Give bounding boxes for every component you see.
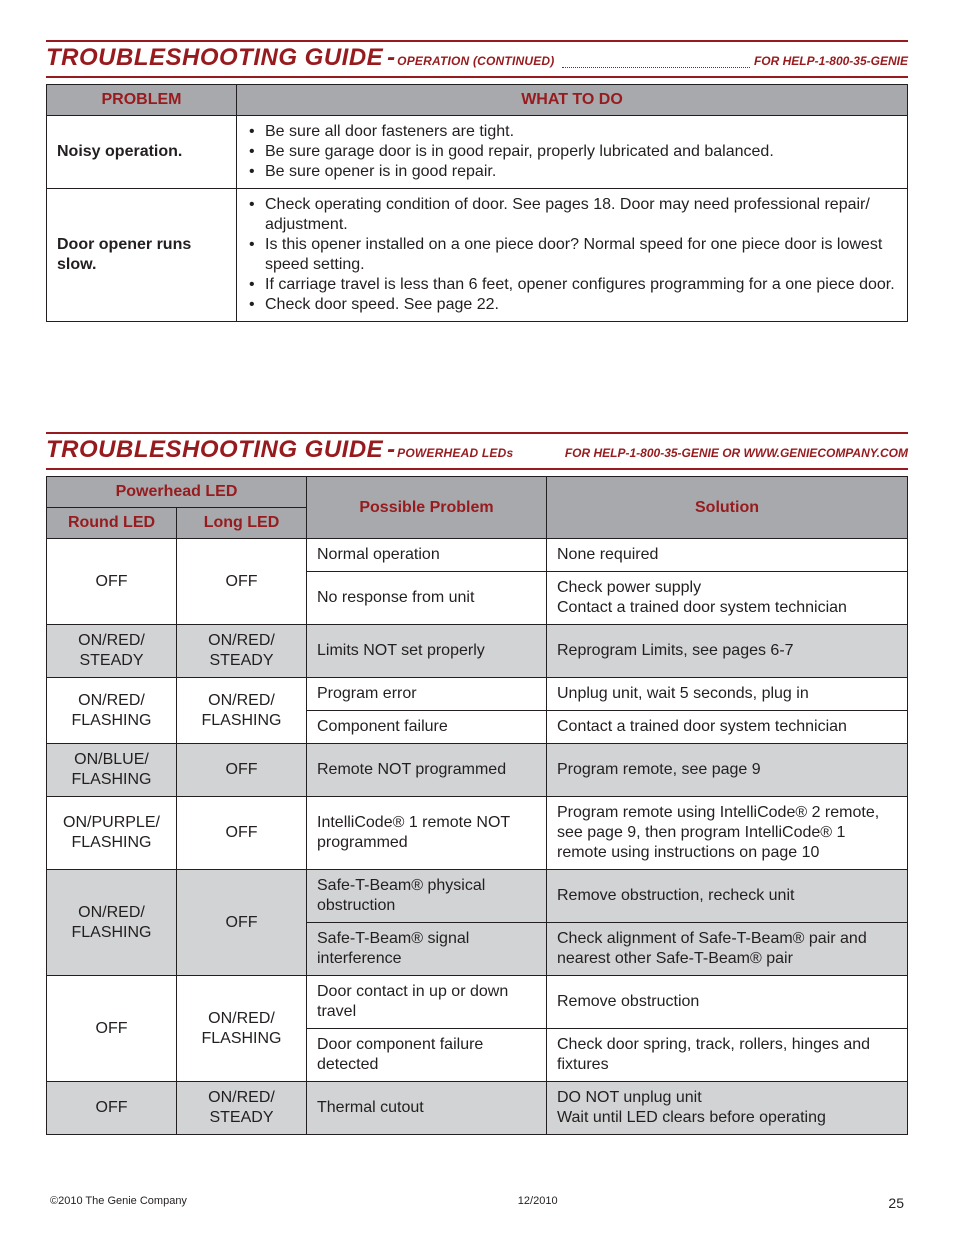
table-row: OFFOFFNormal operationNone required: [47, 539, 908, 572]
possible-cell: Safe-T-Beam® physical obstruction: [307, 870, 547, 923]
round-led-cell: OFF: [47, 539, 177, 625]
possible-cell: Program error: [307, 678, 547, 711]
footer-copyright: ©2010 The Genie Company: [50, 1195, 187, 1211]
action-cell: Be sure all door fasteners are tight.Be …: [237, 116, 908, 189]
table-row: Door opener runs slow. Check operating co…: [47, 189, 908, 322]
action-item: Be sure garage door is in good repair, p…: [261, 142, 897, 162]
section2-header: TROUBLESHOOTING GUIDE - POWERHEAD LEDs F…: [46, 432, 908, 470]
section1-subtitle: OPERATION (CONTINUED): [397, 54, 554, 68]
long-led-cell: ON/RED/ FLASHING: [177, 678, 307, 744]
action-item: Be sure all door fasteners are tight.: [261, 122, 897, 142]
possible-cell: Door contact in up or down travel: [307, 976, 547, 1029]
possible-cell: Component failure: [307, 711, 547, 744]
problem-cell: Noisy operation.: [47, 116, 237, 189]
long-led-cell: ON/RED/ STEADY: [177, 1082, 307, 1135]
solution-cell: Program remote using IntelliCode® 2 remo…: [547, 797, 908, 870]
table-row: Noisy operation.Be sure all door fastene…: [47, 116, 908, 189]
table-row: ON/RED/ STEADYON/RED/ STEADYLimits NOT s…: [47, 625, 908, 678]
problem-cell: Door opener runs slow.: [47, 189, 237, 322]
solution-cell: DO NOT unplug unitWait until LED clears …: [547, 1082, 908, 1135]
dotted-leader: [562, 67, 749, 68]
col-long-led: Long LED: [177, 508, 307, 539]
long-led-cell: OFF: [177, 539, 307, 625]
round-led-cell: ON/PURPLE/ FLASHING: [47, 797, 177, 870]
possible-cell: Door component failure detected: [307, 1029, 547, 1082]
long-led-cell: ON/RED/ STEADY: [177, 625, 307, 678]
solution-cell: Check alignment of Safe-T-Beam® pair and…: [547, 923, 908, 976]
table-row: ON/RED/ FLASHINGOFFSafe-T-Beam® physical…: [47, 870, 908, 923]
col-round-led: Round LED: [47, 508, 177, 539]
round-led-cell: ON/RED/ STEADY: [47, 625, 177, 678]
long-led-cell: ON/RED/ FLASHING: [177, 976, 307, 1082]
led-table: Powerhead LED Possible Problem Solution …: [46, 476, 908, 1135]
table-row: ON/BLUE/ FLASHINGOFFRemote NOT programme…: [47, 744, 908, 797]
solution-cell: Program remote, see page 9: [547, 744, 908, 797]
section1-title: TROUBLESHOOTING GUIDE: [46, 44, 383, 72]
round-led-cell: ON/RED/ FLASHING: [47, 870, 177, 976]
long-led-cell: OFF: [177, 797, 307, 870]
solution-cell: Unplug unit, wait 5 seconds, plug in: [547, 678, 908, 711]
round-led-cell: ON/BLUE/ FLASHING: [47, 744, 177, 797]
section2-title: TROUBLESHOOTING GUIDE: [46, 436, 383, 464]
table-row: OFFON/RED/ FLASHINGDoor contact in up or…: [47, 976, 908, 1029]
page-footer: ©2010 The Genie Company 12/2010 25: [46, 1195, 908, 1211]
table-row: ON/PURPLE/ FLASHINGOFFIntelliCode® 1 rem…: [47, 797, 908, 870]
possible-cell: Remote NOT programmed: [307, 744, 547, 797]
possible-cell: Limits NOT set properly: [307, 625, 547, 678]
solution-cell: Remove obstruction: [547, 976, 908, 1029]
col-powerhead-led: Powerhead LED: [47, 477, 307, 508]
table-row: ON/RED/ FLASHINGON/RED/ FLASHINGProgram …: [47, 678, 908, 711]
action-item: If carriage travel is less than 6 feet, …: [261, 275, 897, 295]
long-led-cell: OFF: [177, 744, 307, 797]
col-problem: PROBLEM: [47, 85, 237, 116]
possible-cell: Normal operation: [307, 539, 547, 572]
dash: -: [387, 44, 395, 72]
solution-cell: Contact a trained door system technician: [547, 711, 908, 744]
footer-page: 25: [888, 1195, 904, 1211]
section1-help: FOR HELP-1-800-35-GENIE: [754, 54, 908, 68]
round-led-cell: ON/RED/ FLASHING: [47, 678, 177, 744]
possible-cell: Thermal cutout: [307, 1082, 547, 1135]
action-item: Check door speed. See page 22.: [261, 295, 897, 315]
action-item: Be sure opener is in good repair.: [261, 162, 897, 182]
operation-table: PROBLEM WHAT TO DO Noisy operation.Be su…: [46, 84, 908, 322]
possible-cell: IntelliCode® 1 remote NOT programmed: [307, 797, 547, 870]
action-item: Check operating condition of door. See p…: [261, 195, 897, 235]
action-item: Is this opener installed on a one piece …: [261, 235, 897, 275]
dash: -: [387, 436, 395, 464]
footer-date: 12/2010: [518, 1195, 558, 1211]
round-led-cell: OFF: [47, 976, 177, 1082]
solution-cell: Remove obstruction, recheck unit: [547, 870, 908, 923]
col-action: WHAT TO DO: [237, 85, 908, 116]
section2-subtitle: POWERHEAD LEDs: [397, 446, 513, 460]
solution-cell: None required: [547, 539, 908, 572]
round-led-cell: OFF: [47, 1082, 177, 1135]
action-cell: Check operating condition of door. See p…: [237, 189, 908, 322]
possible-cell: No response from unit: [307, 572, 547, 625]
table-row: OFFON/RED/ STEADYThermal cutoutDO NOT un…: [47, 1082, 908, 1135]
solution-cell: Reprogram Limits, see pages 6-7: [547, 625, 908, 678]
solution-cell: Check door spring, track, rollers, hinge…: [547, 1029, 908, 1082]
col-possible: Possible Problem: [307, 477, 547, 539]
possible-cell: Safe-T-Beam® signal interference: [307, 923, 547, 976]
solution-cell: Check power supplyContact a trained door…: [547, 572, 908, 625]
long-led-cell: OFF: [177, 870, 307, 976]
section1-header: TROUBLESHOOTING GUIDE - OPERATION (CONTI…: [46, 40, 908, 78]
col-solution: Solution: [547, 477, 908, 539]
section2-help: FOR HELP-1-800-35-GENIE OR WWW.GENIECOMP…: [565, 446, 908, 460]
